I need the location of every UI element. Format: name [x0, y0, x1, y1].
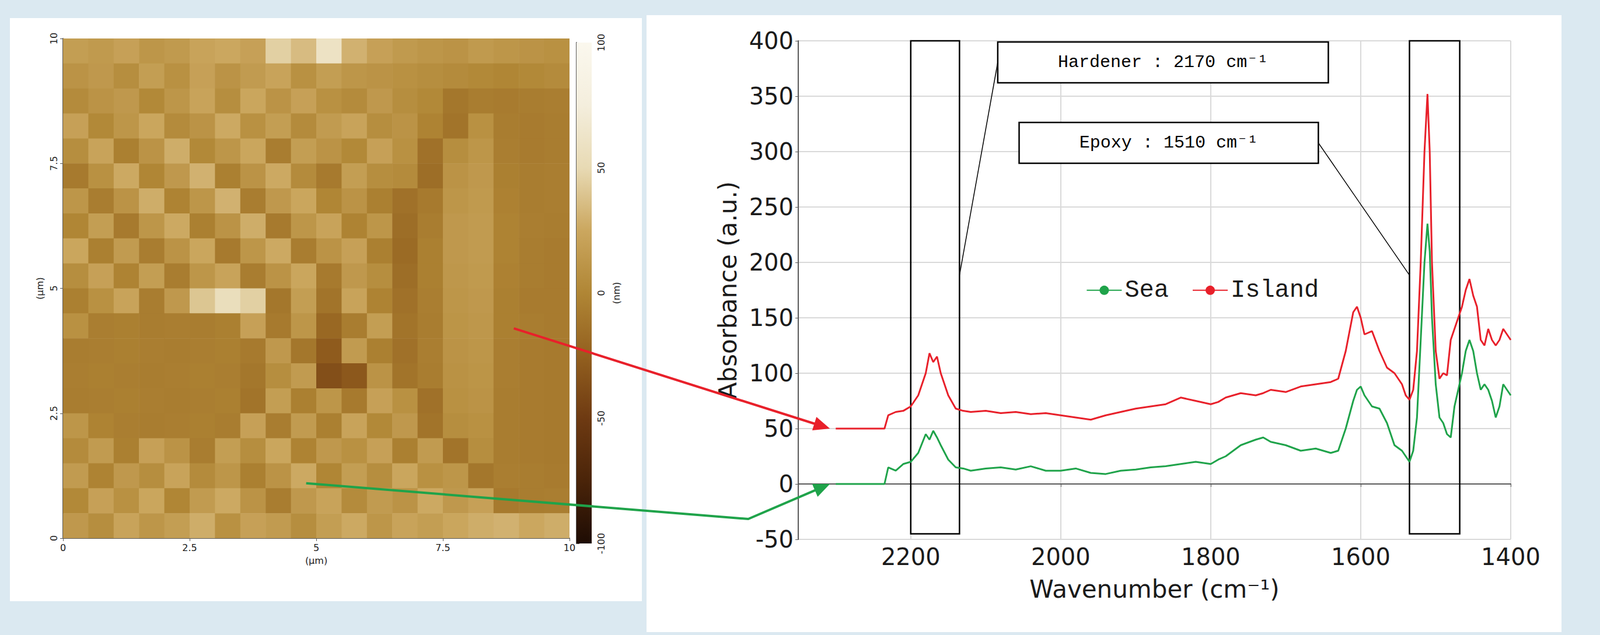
svg-text:0: 0 — [778, 470, 794, 498]
svg-text:(nm): (nm) — [610, 281, 623, 305]
svg-text:150: 150 — [749, 304, 794, 332]
svg-text:2.5: 2.5 — [182, 542, 197, 554]
svg-text:5: 5 — [313, 542, 320, 554]
svg-text:(µm): (µm) — [34, 277, 46, 300]
svg-text:300: 300 — [749, 138, 794, 166]
svg-text:Hardener : 2170 cm⁻¹: Hardener : 2170 cm⁻¹ — [1057, 52, 1268, 73]
svg-text:-100: -100 — [595, 533, 607, 555]
svg-text:1600: 1600 — [1330, 543, 1391, 571]
svg-text:-50: -50 — [755, 526, 794, 554]
svg-text:Epoxy : 1510 cm⁻¹: Epoxy : 1510 cm⁻¹ — [1079, 133, 1259, 153]
svg-text:7.5: 7.5 — [435, 542, 450, 554]
svg-text:2000: 2000 — [1031, 543, 1091, 571]
svg-text:Island: Island — [1230, 276, 1319, 305]
svg-text:100: 100 — [595, 33, 607, 52]
svg-text:(µm): (µm) — [305, 555, 328, 567]
svg-text:Absorbance (a.u.): Absorbance (a.u.) — [713, 181, 743, 400]
svg-text:Wavenumber (cm⁻¹): Wavenumber (cm⁻¹) — [1029, 575, 1280, 604]
svg-text:50: 50 — [595, 162, 607, 174]
svg-text:Sea: Sea — [1124, 276, 1169, 305]
svg-text:400: 400 — [749, 27, 794, 55]
svg-text:10: 10 — [48, 32, 60, 45]
svg-text:2200: 2200 — [881, 543, 941, 571]
svg-text:-50: -50 — [595, 410, 607, 426]
svg-text:350: 350 — [749, 82, 794, 110]
svg-text:1800: 1800 — [1181, 543, 1241, 571]
svg-text:200: 200 — [749, 249, 794, 277]
svg-text:0: 0 — [48, 535, 60, 542]
svg-text:5: 5 — [48, 285, 60, 292]
svg-text:1400: 1400 — [1480, 543, 1541, 571]
svg-text:250: 250 — [749, 193, 794, 221]
svg-text:10: 10 — [563, 542, 576, 554]
svg-text:7.5: 7.5 — [48, 156, 60, 171]
svg-text:2.5: 2.5 — [48, 406, 60, 421]
svg-text:50: 50 — [763, 415, 794, 443]
svg-text:100: 100 — [749, 360, 794, 387]
svg-text:0: 0 — [595, 290, 607, 296]
svg-text:0: 0 — [60, 542, 66, 554]
